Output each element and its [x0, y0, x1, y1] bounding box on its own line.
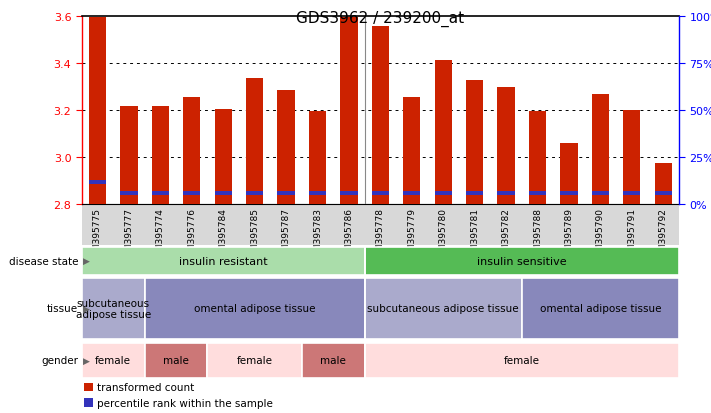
Bar — [466, 192, 483, 196]
Bar — [120, 107, 137, 204]
Bar — [624, 192, 641, 196]
Bar — [277, 90, 295, 204]
Text: female: female — [237, 355, 272, 366]
Bar — [215, 192, 232, 196]
Bar — [277, 192, 295, 196]
Bar — [246, 192, 263, 196]
Text: gender: gender — [41, 355, 78, 366]
Bar — [82, 343, 144, 377]
Bar — [498, 88, 515, 204]
Bar — [624, 110, 641, 204]
Bar — [215, 109, 232, 204]
Bar — [84, 398, 93, 407]
Bar — [434, 61, 452, 204]
Text: ▶: ▶ — [82, 304, 90, 313]
Bar — [120, 192, 137, 196]
Bar — [144, 279, 365, 339]
Bar — [365, 343, 679, 377]
Bar — [309, 192, 326, 196]
Text: male: male — [163, 355, 189, 366]
Bar — [592, 95, 609, 204]
Bar — [144, 343, 208, 377]
Bar — [560, 143, 577, 204]
Bar — [183, 97, 201, 204]
Bar — [466, 81, 483, 204]
Bar — [522, 279, 679, 339]
Text: subcutaneous
adipose tissue: subcutaneous adipose tissue — [75, 298, 151, 320]
Bar — [89, 18, 106, 204]
Text: ▶: ▶ — [82, 257, 90, 266]
Bar — [84, 383, 93, 392]
Text: female: female — [95, 355, 132, 366]
Text: disease state: disease state — [9, 256, 78, 266]
Bar — [560, 192, 577, 196]
Bar — [341, 18, 358, 204]
Bar — [498, 192, 515, 196]
Bar — [341, 192, 358, 196]
Text: insulin sensitive: insulin sensitive — [477, 256, 567, 266]
Text: male: male — [320, 355, 346, 366]
Bar — [529, 112, 546, 204]
Bar — [655, 163, 672, 204]
Text: percentile rank within the sample: percentile rank within the sample — [97, 398, 273, 408]
Bar — [82, 247, 365, 275]
Bar — [592, 192, 609, 196]
Bar — [403, 97, 420, 204]
Bar — [246, 79, 263, 204]
Bar — [183, 192, 201, 196]
Text: insulin resistant: insulin resistant — [179, 256, 267, 266]
Bar — [89, 181, 106, 185]
Text: GDS3962 / 239200_at: GDS3962 / 239200_at — [296, 10, 464, 26]
Bar — [403, 192, 420, 196]
Bar — [309, 112, 326, 204]
Bar — [151, 107, 169, 204]
Text: subcutaneous adipose tissue: subcutaneous adipose tissue — [368, 304, 519, 314]
Text: transformed count: transformed count — [97, 382, 195, 392]
Bar — [365, 279, 522, 339]
Text: omental adipose tissue: omental adipose tissue — [194, 304, 316, 314]
Text: ▶: ▶ — [82, 356, 90, 365]
Bar — [208, 343, 301, 377]
Bar — [151, 192, 169, 196]
Text: female: female — [504, 355, 540, 366]
Bar — [434, 192, 452, 196]
Bar — [655, 192, 672, 196]
Bar — [301, 343, 365, 377]
Bar — [372, 192, 389, 196]
Bar — [82, 279, 144, 339]
Text: tissue: tissue — [47, 304, 78, 314]
Bar — [365, 247, 679, 275]
Bar — [529, 192, 546, 196]
Text: omental adipose tissue: omental adipose tissue — [540, 304, 661, 314]
Bar — [372, 27, 389, 204]
